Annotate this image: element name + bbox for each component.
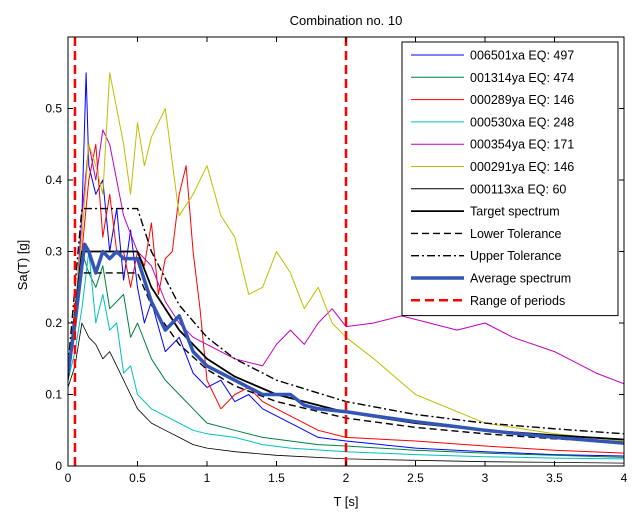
series-line-10 xyxy=(68,242,624,445)
legend-label-3: 000530xa EQ: 248 xyxy=(470,115,574,129)
y-tick-label-4: 0.4 xyxy=(45,173,62,187)
ticks-layer: 0 0.5 1 1.5 2 2.5 3 3.5 4 0 0.1 0.2 0.3 0.4 0.5 xyxy=(45,37,628,485)
x-tick-label-7: 3.5 xyxy=(546,471,563,485)
x-tick-label-5: 2.5 xyxy=(407,471,424,485)
series-line-3 xyxy=(68,251,624,460)
legend-label-0: 006501xa EQ: 497 xyxy=(470,49,574,63)
x-tick-label-8: 4 xyxy=(621,471,628,485)
y-axis-label: Sa(T) [g] xyxy=(15,240,30,291)
y-tick-label-2: 0.2 xyxy=(45,316,62,330)
legend-label-6: 000113xa EQ: 60 xyxy=(470,182,566,196)
series-line-0 xyxy=(68,72,624,457)
x-tick-label-4: 2 xyxy=(343,471,350,485)
x-tick-label-6: 3 xyxy=(482,471,489,485)
series-layer xyxy=(68,72,624,464)
legend: 006501xa EQ: 497 001314ya EQ: 474 000289ya… xyxy=(401,41,619,317)
legend-label-5: 000291ya EQ: 146 xyxy=(470,160,574,174)
y-tick-label-0: 0 xyxy=(55,459,62,473)
legend-box xyxy=(401,41,619,317)
x-tick-label-2: 1 xyxy=(204,471,211,485)
chart-title: Combination no. 10 xyxy=(290,13,403,28)
range-of-periods-layer xyxy=(73,37,348,466)
legend-label-4: 000354ya EQ: 171 xyxy=(470,138,574,152)
legend-label-8: Lower Tolerance xyxy=(470,227,562,241)
legend-label-2: 000289ya EQ: 146 xyxy=(470,93,574,107)
legend-label-1: 001314ya EQ: 474 xyxy=(470,71,574,85)
x-tick-label-1: 0.5 xyxy=(129,471,146,485)
series-line-9 xyxy=(68,207,624,435)
legend-label-9: Upper Tolerance xyxy=(470,249,562,263)
series-line-5 xyxy=(68,72,624,442)
x-tick-label-3: 1.5 xyxy=(268,471,285,485)
x-axis-label: T [s] xyxy=(333,494,358,509)
y-tick-label-1: 0.1 xyxy=(45,388,62,402)
y-tick-label-3: 0.3 xyxy=(45,245,62,259)
y-tick-label-5: 0.5 xyxy=(45,102,62,116)
x-tick-label-0: 0 xyxy=(65,471,72,485)
series-line-6 xyxy=(68,322,624,464)
legend-label-10: Average spectrum xyxy=(470,272,571,286)
series-line-2 xyxy=(68,143,624,454)
legend-label-7: Target spectrum xyxy=(470,205,560,219)
series-line-4 xyxy=(68,129,624,385)
legend-label-11: Range of periods xyxy=(470,294,565,308)
